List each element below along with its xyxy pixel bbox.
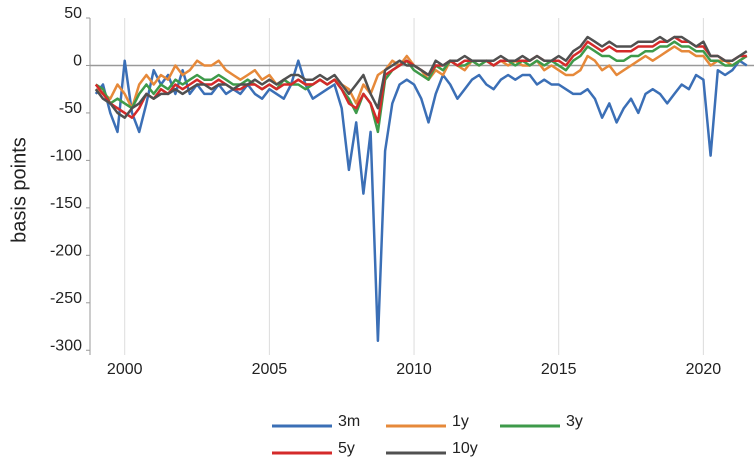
series-line	[94, 35, 748, 119]
y-tick-label: -300	[50, 337, 82, 354]
x-tick-label: 2015	[541, 361, 577, 378]
y-tick-label: -200	[50, 243, 82, 260]
legend-label: 10y	[452, 440, 478, 457]
legend-label: 3y	[566, 413, 583, 430]
series-line	[95, 40, 748, 134]
legend-label: 3m	[338, 413, 360, 430]
y-tick-label: 0	[73, 53, 82, 70]
x-tick-label: 2005	[252, 361, 288, 378]
legend-label: 1y	[452, 413, 469, 430]
x-tick-label: 2020	[686, 361, 722, 378]
series-line	[94, 35, 747, 124]
x-tick-label: 2010	[396, 361, 432, 378]
y-axis-label: basis points	[8, 137, 30, 243]
y-tick-label: -150	[50, 195, 82, 212]
y-tick-label: -250	[50, 290, 82, 307]
y-tick-label: 50	[64, 5, 82, 22]
y-tick-label: -100	[50, 148, 82, 165]
legend-label: 5y	[338, 440, 355, 457]
x-tick-label: 2000	[107, 361, 143, 378]
y-tick-label: -50	[59, 100, 82, 117]
series-line	[94, 59, 748, 343]
